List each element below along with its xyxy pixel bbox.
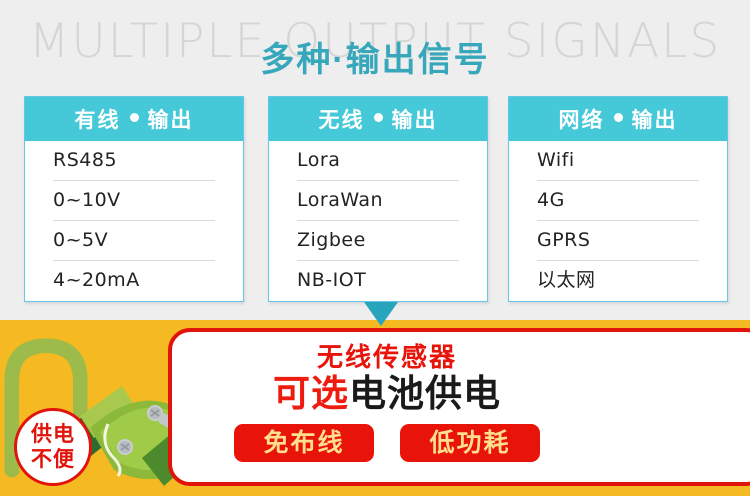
badge-line-1: 供电 [31, 423, 75, 446]
badge-line-2: 不便 [31, 448, 75, 471]
bottom-banner: 无线传感器 可选电池供电 免布线 低功耗 [0, 320, 750, 496]
page-header: MULTIPLE OUTPUT SIGNALS 多种·输出信号 [0, 0, 750, 96]
triangle-down-icon [364, 302, 398, 326]
badge-no-wiring[interactable]: 免布线 [234, 424, 374, 462]
list-item[interactable]: 0~10V [53, 181, 215, 221]
list-item[interactable]: GPRS [537, 221, 699, 261]
list-item[interactable]: 0~5V [53, 221, 215, 261]
card-body: Wifi 4G GPRS 以太网 [509, 141, 727, 300]
card-title-left: 有线 [74, 109, 121, 132]
banner-headline: 无线传感器 [316, 342, 457, 372]
output-signal-cards: 有线 输出 RS485 0~10V 0~5V 4~20mA 无线 输出 Lora… [0, 96, 750, 306]
card-title-right: 输出 [391, 109, 438, 132]
card-wired-output[interactable]: 有线 输出 RS485 0~10V 0~5V 4~20mA [24, 96, 244, 302]
banner-subline-highlight: 可选 [273, 373, 349, 414]
bullet-dot-icon [129, 113, 139, 122]
list-item[interactable]: 4G [537, 181, 699, 221]
banner-subline-rest: 电池供电 [349, 373, 501, 414]
card-title-right: 输出 [631, 109, 678, 132]
highlight-panel: 无线传感器 可选电池供电 免布线 低功耗 [168, 328, 750, 486]
card-body: RS485 0~10V 0~5V 4~20mA [25, 141, 243, 300]
list-item[interactable]: 4~20mA [53, 269, 140, 291]
card-title-right: 输出 [147, 109, 194, 132]
feature-badges: 免布线 低功耗 [172, 424, 602, 462]
background-title: MULTIPLE OUTPUT SIGNALS [28, 14, 722, 69]
card-wireless-output[interactable]: 无线 输出 Lora LoraWan Zigbee NB-IOT [268, 96, 488, 302]
card-body: Lora LoraWan Zigbee NB-IOT [269, 141, 487, 300]
page-title: 多种·输出信号 [260, 41, 490, 79]
card-network-output[interactable]: 网络 输出 Wifi 4G GPRS 以太网 [508, 96, 728, 302]
card-title-left: 无线 [318, 109, 365, 132]
card-title-left: 网络 [558, 109, 605, 132]
card-header: 有线 输出 [25, 97, 243, 141]
badge-low-power[interactable]: 低功耗 [400, 424, 540, 462]
status-badge-power-inconvenient: 供电 不便 [14, 408, 92, 486]
bullet-dot-icon [373, 113, 383, 122]
banner-subline: 可选电池供电 [172, 372, 602, 416]
list-item[interactable]: Zigbee [297, 221, 459, 261]
list-item[interactable]: NB-IOT [297, 269, 367, 291]
list-item[interactable]: 以太网 [537, 269, 596, 291]
list-item[interactable]: Lora [297, 141, 459, 181]
list-item[interactable]: Wifi [537, 141, 699, 181]
card-header: 网络 输出 [509, 97, 727, 141]
bullet-dot-icon [613, 113, 623, 122]
card-header: 无线 输出 [269, 97, 487, 141]
list-item[interactable]: RS485 [53, 141, 215, 181]
list-item[interactable]: LoraWan [297, 181, 459, 221]
